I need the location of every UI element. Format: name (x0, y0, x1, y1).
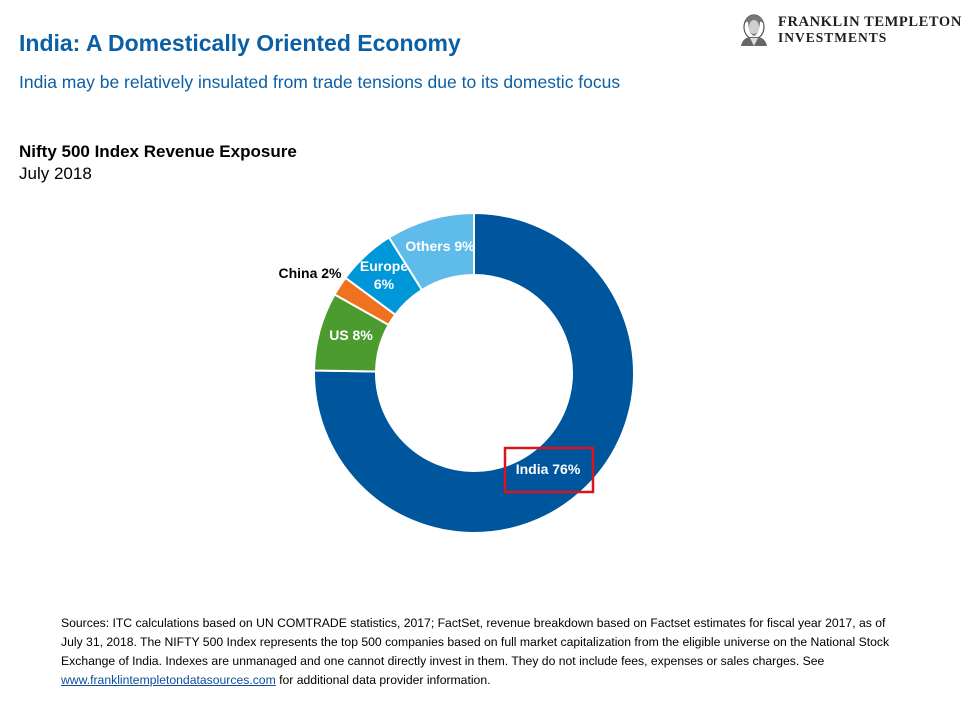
data-label-others: Others 9% (405, 238, 475, 254)
sources-footnote: Sources: ITC calculations based on UN CO… (61, 614, 891, 690)
slice-others (387, 211, 475, 292)
logo-line2: INVESTMENTS (778, 30, 888, 45)
data-label-europe: Europe 6% (360, 258, 408, 292)
franklin-templeton-logo: FRANKLIN TEMPLETON INVESTMENTS (737, 12, 962, 46)
data-label-india: India 76% (516, 461, 581, 477)
franklin-portrait-icon (737, 12, 771, 46)
data-label-europe-line-1: 6% (374, 276, 395, 292)
data-label-europe-line-0: Europe (360, 258, 408, 274)
data-sources-link[interactable]: www.franklintempletondatasources.com (61, 673, 276, 687)
data-label-china: China 2% (278, 265, 342, 281)
data-label-us: US 8% (329, 327, 373, 343)
india-highlight-box (503, 446, 595, 494)
chart-subtitle: July 2018 (19, 164, 92, 183)
page-title: India: A Domestically Oriented Economy (19, 30, 461, 56)
chart-title: Nifty 500 Index Revenue Exposure (19, 142, 297, 161)
page-subtitle: India may be relatively insulated from t… (19, 72, 621, 92)
slice-india (313, 211, 635, 534)
footnote-text: Sources: ITC calculations based on UN CO… (61, 616, 890, 668)
logo-line1: FRANKLIN TEMPLETON (778, 14, 962, 30)
footnote-text-end: for additional data provider information… (279, 673, 491, 687)
